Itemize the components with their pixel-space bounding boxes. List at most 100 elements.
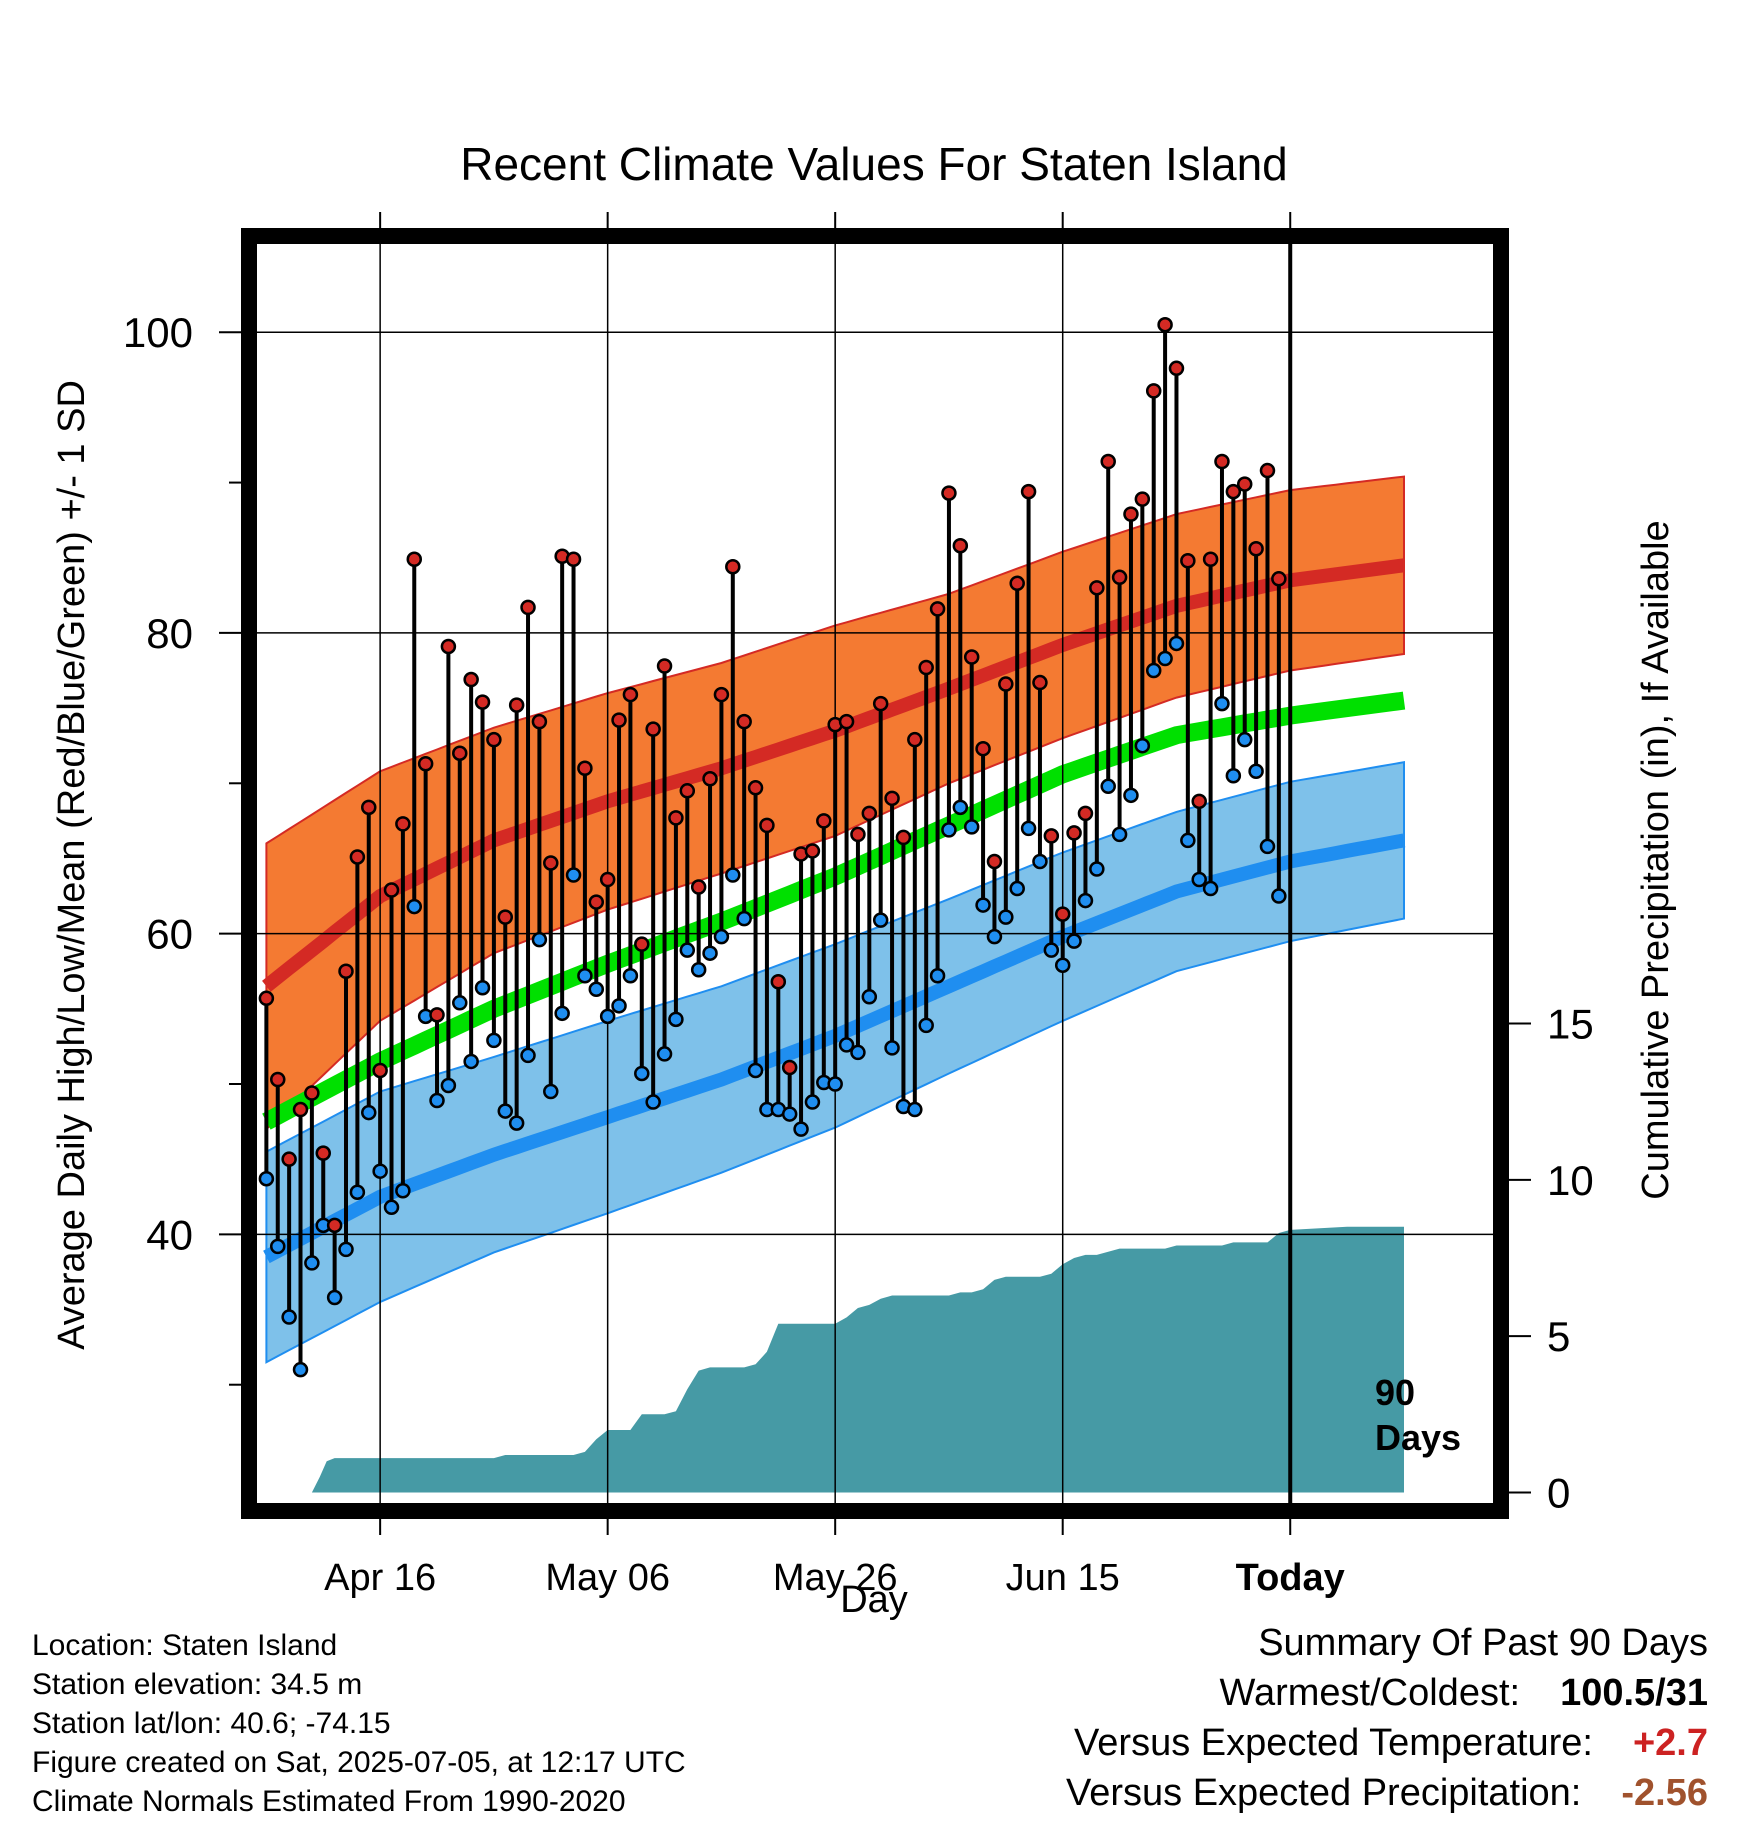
low-temp-point [1214, 695, 1230, 712]
low-temp-point [258, 1170, 275, 1187]
x-axis-label: Day [840, 1579, 908, 1620]
low-temp-point [1202, 880, 1219, 897]
high-temp-point [315, 1145, 332, 1161]
high-temp-point [850, 826, 866, 843]
low-temp-point [1248, 763, 1264, 780]
created-text: Figure created on Sat, 2025-07-05, at 12… [32, 1746, 686, 1779]
low-temp-point [804, 1094, 821, 1110]
low-temp-point [349, 1184, 366, 1201]
high-temp-point [963, 649, 980, 665]
climate-chart: Apr 16 May 06 May 26 Jun 15 Today 40 60 80 100 0 5… [51, 138, 1677, 1620]
temp-departure-value: +2.7 [1632, 1722, 1708, 1764]
low-temp-point [634, 1065, 650, 1082]
low-temp-point [975, 897, 991, 913]
y-tick-label-right: 5 [1547, 1313, 1570, 1360]
low-temp-point [1066, 933, 1082, 949]
high-temp-point [804, 843, 821, 859]
high-temp-point [429, 1007, 445, 1023]
low-temp-point [1134, 737, 1151, 754]
low-temp-point [1168, 635, 1185, 652]
high-temp-point [1077, 805, 1094, 822]
high-temp-point [895, 829, 912, 846]
summary-panel: Summary Of Past 90 Days Warmest/Coldest:… [1066, 1618, 1708, 1818]
high-temp-point [406, 551, 423, 568]
high-temp-point [349, 849, 366, 865]
low-temp-point [474, 980, 491, 996]
high-temp-point [531, 713, 548, 730]
high-temp-point [577, 760, 593, 776]
low-temp-point [861, 989, 878, 1005]
high-temp-point [1020, 483, 1037, 500]
high-temp-point [599, 871, 616, 888]
low-temp-point [702, 945, 718, 961]
low-temp-point [361, 1104, 377, 1121]
high-temp-point [372, 1062, 388, 1079]
high-temp-point [725, 559, 741, 575]
low-temp-point [452, 995, 468, 1011]
high-temp-point [781, 1059, 798, 1076]
high-temp-point [952, 537, 969, 554]
high-temp-point [838, 713, 855, 730]
high-temp-point [907, 731, 923, 748]
low-temp-point [907, 1101, 923, 1118]
y-tick-label-left: 60 [146, 911, 193, 958]
summary-temperature: Versus Expected Temperature: +2.7 [1066, 1718, 1708, 1768]
high-temp-point [292, 1101, 309, 1118]
high-temp-point [861, 805, 878, 822]
summary-heading: Summary Of Past 90 Days [1258, 1622, 1708, 1664]
low-temp-point [270, 1238, 286, 1255]
axes: Apr 16 May 06 May 26 Jun 15 Today 40 60 80 100 0 5… [123, 212, 1594, 1599]
low-temp-point [781, 1106, 798, 1122]
low-temp-point [1236, 731, 1253, 748]
high-temp-point [736, 713, 752, 730]
high-temp-point [383, 882, 400, 898]
high-temp-point [1111, 569, 1128, 586]
low-temp-point [440, 1077, 457, 1094]
low-temp-point [884, 1040, 900, 1056]
high-temp-point [338, 963, 354, 979]
low-temp-point [383, 1199, 400, 1216]
high-temp-point [1248, 540, 1264, 557]
low-temp-point [918, 1017, 934, 1034]
high-temp-point [1225, 483, 1242, 500]
high-temp-point [1180, 553, 1196, 569]
high-temp-point [486, 731, 502, 748]
low-temp-point [588, 981, 605, 998]
high-temp-point [668, 810, 684, 826]
high-temp-point [884, 790, 900, 807]
high-temp-point [281, 1151, 297, 1167]
plot-frame [241, 228, 1509, 1519]
low-temp-point [463, 1053, 479, 1070]
low-temp-point [611, 998, 627, 1014]
low-temp-point [1111, 826, 1128, 843]
high-temp-point [543, 855, 559, 871]
y-axis-label-right: Cumulative Precipitation (in), If Availa… [1635, 520, 1677, 1199]
high-temp-point [463, 671, 479, 688]
high-temp-point [1134, 491, 1151, 507]
today-marker-label-days: Days [1375, 1417, 1461, 1458]
low-temp-point [1225, 768, 1242, 784]
x-tick-label: May 26 [773, 1557, 898, 1599]
temp-departure-label: Versus Expected Temperature: [1074, 1722, 1593, 1764]
high-temp-point [1236, 476, 1253, 492]
low-temp-point [497, 1103, 514, 1119]
y-axis-label-left: Average Daily High/Low/Mean (Red/Blue/Gr… [51, 380, 93, 1350]
normals-text: Climate Normals Estimated From 1990-2020 [32, 1785, 626, 1818]
low-temp-point [1145, 662, 1162, 679]
x-tick-label: Apr 16 [324, 1557, 436, 1599]
high-temp-point [702, 771, 718, 787]
high-temp-point [1089, 580, 1105, 596]
high-temp-point [1100, 453, 1116, 470]
low-temp-point [1271, 888, 1287, 904]
chart-title: Recent Climate Values For Staten Island [460, 138, 1288, 190]
low-temp-point [827, 1076, 843, 1092]
precip-departure-label: Versus Expected Precipitation: [1065, 1772, 1582, 1814]
low-temp-point [656, 1046, 673, 1062]
low-temp-point [554, 1005, 570, 1022]
low-temp-point [645, 1094, 661, 1110]
observation-stems [264, 324, 1281, 1370]
high-temp-point [588, 894, 605, 910]
precip-departure-value: -2.56 [1621, 1772, 1708, 1814]
x-tick-label: Jun 15 [1006, 1557, 1120, 1599]
high-temp-point [690, 879, 707, 895]
